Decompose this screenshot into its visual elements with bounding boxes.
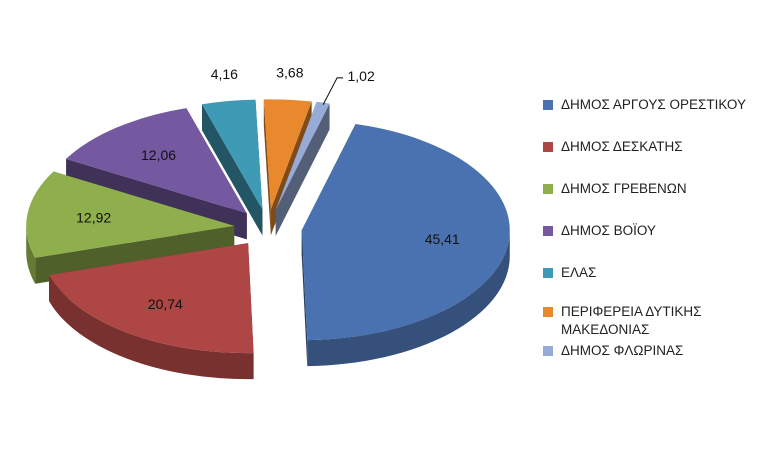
legend-swatch <box>543 307 553 317</box>
pie-slice <box>275 101 330 210</box>
data-label: 12,92 <box>76 210 111 226</box>
pie-slice <box>201 99 263 210</box>
legend-label: ΔΗΜΟΣ ΔΕΣΚΑΤΗΣ <box>561 139 683 154</box>
legend-swatch <box>543 100 553 110</box>
slice-side-wall <box>275 103 330 236</box>
legend-swatch <box>543 142 553 152</box>
legend-swatch <box>543 268 553 278</box>
legend-item: ΔΗΜΟΣ ΒΟΪΟΥ <box>543 222 773 264</box>
pie-tops <box>26 99 510 354</box>
slice-side-wall <box>201 104 263 236</box>
data-label: 1,02 <box>347 68 374 84</box>
legend-label: ΔΗΜΟΣ ΦΛΩΡΙΝΑΣ <box>561 343 684 358</box>
slice-outer-wall <box>26 225 36 284</box>
legend-item: ΔΗΜΟΣ ΓΡΕΒΕΝΩΝ <box>543 180 773 222</box>
slice-outer-wall <box>307 230 510 367</box>
slice-side-wall <box>301 230 308 367</box>
leader-line <box>322 77 344 105</box>
legend-swatch <box>543 226 553 236</box>
pie-slice <box>301 123 510 341</box>
slice-outer-wall <box>49 275 254 380</box>
pie-slice <box>263 99 312 210</box>
pie-chart: 45,41 20,74 12,92 12,06 4,16 3,68 1,02 <box>26 65 510 380</box>
data-label: 20,74 <box>148 296 183 312</box>
legend-label: ΔΗΜΟΣ ΑΡΓΟΥΣ ΟΡΕΣΤΙΚΟΥ <box>561 97 746 112</box>
legend-item: ΔΗΜΟΣ ΦΛΩΡΙΝΑΣ <box>543 342 773 362</box>
legend-label: ΕΛΑΣ <box>561 265 597 280</box>
pie-slice <box>49 243 254 354</box>
data-label: 3,68 <box>276 65 303 81</box>
data-label: 12,06 <box>141 147 176 163</box>
legend-label: ΔΗΜΟΣ ΒΟΪΟΥ <box>561 223 656 238</box>
legend-item: ΔΗΜΟΣ ΑΡΓΟΥΣ ΟΡΕΣΤΙΚΟΥ <box>543 96 773 138</box>
legend-label: ΔΗΜΟΣ ΓΡΕΒΕΝΩΝ <box>561 181 687 196</box>
legend: ΔΗΜΟΣ ΑΡΓΟΥΣ ΟΡΕΣΤΙΚΟΥ ΔΗΜΟΣ ΔΕΣΚΑΤΗΣ ΔΗ… <box>543 96 773 362</box>
pie-slice <box>26 171 235 258</box>
pie-slice <box>66 108 247 214</box>
legend-item: ΕΛΑΣ <box>543 264 773 303</box>
data-label: 45,41 <box>425 231 460 247</box>
legend-item: ΠΕΡΙΦΕΡΕΙΑ ΔΥΤΙΚΗΣ ΜΑΚΕΔΟΝΙΑΣ <box>543 303 751 342</box>
slice-side-wall <box>263 99 271 236</box>
legend-swatch <box>543 184 553 194</box>
legend-swatch <box>543 346 553 356</box>
legend-item: ΔΗΜΟΣ ΔΕΣΚΑΤΗΣ <box>543 138 773 180</box>
pie-labels: 45,41 20,74 12,92 12,06 4,16 3,68 1,02 <box>76 65 460 312</box>
legend-label: ΠΕΡΙΦΕΡΕΙΑ ΔΥΤΙΚΗΣ ΜΑΚΕΔΟΝΙΑΣ <box>561 304 702 337</box>
data-label: 4,16 <box>211 66 238 82</box>
